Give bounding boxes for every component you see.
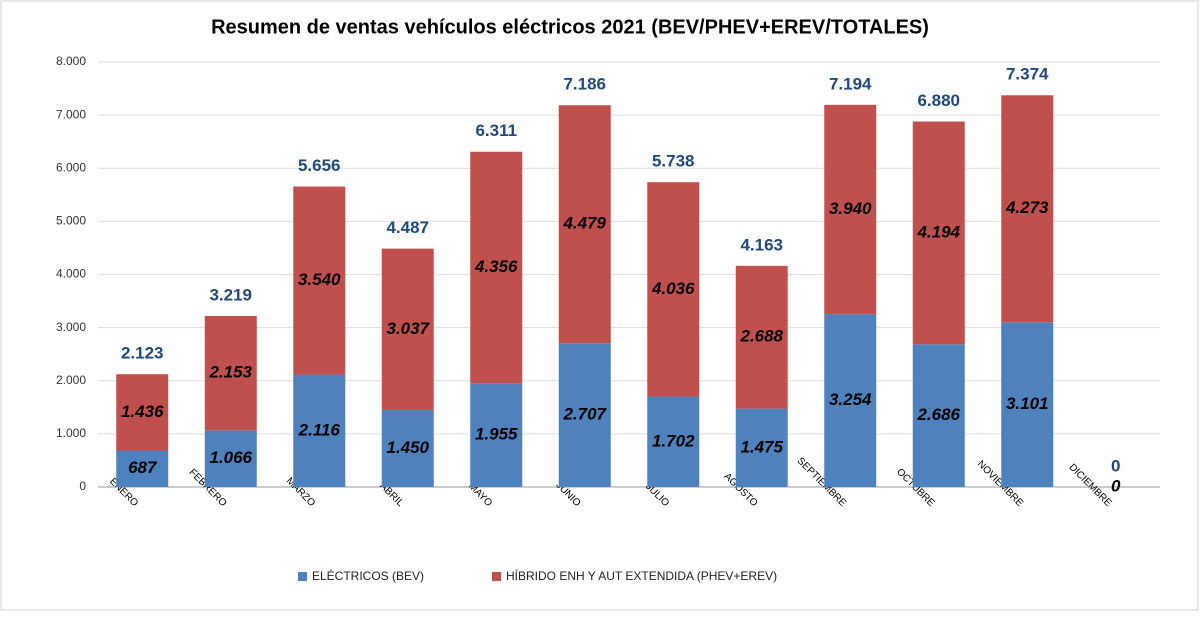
data-label: 4.356 xyxy=(474,257,518,276)
data-label: 1.436 xyxy=(121,402,164,421)
y-tick-label: 8.000 xyxy=(56,54,86,68)
legend-label: ELÉCTRICOS (BEV) xyxy=(312,568,424,583)
bar-segment xyxy=(735,265,788,409)
total-label: 7.374 xyxy=(1006,65,1049,84)
total-label: 4.163 xyxy=(740,235,783,254)
data-label: 4.273 xyxy=(1005,198,1049,217)
total-label: 5.656 xyxy=(298,156,341,175)
y-tick-label: 0 xyxy=(79,479,86,493)
bar-segment xyxy=(204,315,257,431)
bar-segment xyxy=(204,430,257,487)
total-label: 0 xyxy=(1111,456,1120,475)
bar-segment xyxy=(558,343,611,487)
data-label: 0 xyxy=(1111,476,1121,495)
bar-segment xyxy=(470,151,523,384)
bar-segment xyxy=(1001,95,1054,323)
data-label: 1.066 xyxy=(209,448,252,467)
total-label: 3.219 xyxy=(209,285,252,304)
total-label: 4.487 xyxy=(386,218,429,237)
data-label: 2.688 xyxy=(739,327,783,346)
total-label: 2.123 xyxy=(121,344,164,363)
bar-segment xyxy=(293,374,346,487)
y-tick-label: 5.000 xyxy=(56,214,86,228)
data-label: 2.116 xyxy=(298,420,341,439)
y-tick-label: 6.000 xyxy=(56,160,86,174)
data-label: 4.036 xyxy=(651,279,695,298)
data-label: 4.194 xyxy=(916,222,960,241)
bar-segment xyxy=(116,450,169,487)
data-label: 2.686 xyxy=(916,405,960,424)
data-label: 687 xyxy=(128,458,158,477)
data-label: 3.940 xyxy=(829,199,872,218)
data-label: 1.955 xyxy=(475,425,518,444)
data-label: 3.037 xyxy=(386,319,430,338)
data-label: 3.254 xyxy=(829,390,872,409)
data-label: 1.702 xyxy=(652,431,695,450)
bar-segment xyxy=(381,248,434,410)
data-label: 2.153 xyxy=(208,363,252,382)
bar-segment xyxy=(381,409,434,487)
total-label: 5.738 xyxy=(652,152,695,171)
legend-swatch xyxy=(298,572,307,581)
bar-segment xyxy=(1001,322,1054,487)
y-tick-label: 2.000 xyxy=(56,373,86,387)
bar-segment xyxy=(470,383,523,487)
total-label: 7.194 xyxy=(829,74,872,93)
bar-segment xyxy=(912,121,965,345)
y-tick-label: 4.000 xyxy=(56,267,86,281)
total-label: 6.880 xyxy=(917,91,960,110)
data-label: 2.707 xyxy=(562,405,607,424)
legend-label: HÍBRIDO ENH Y AUT EXTENDIDA (PHEV+EREV) xyxy=(506,568,777,583)
data-label: 3.540 xyxy=(298,270,341,289)
bar-segment xyxy=(824,104,877,315)
bar-segment xyxy=(647,182,700,397)
data-label: 3.101 xyxy=(1006,394,1049,413)
bar-segment xyxy=(558,105,611,344)
legend-swatch xyxy=(492,572,501,581)
y-tick-label: 3.000 xyxy=(56,320,86,334)
chart-title: Resumen de ventas vehículos eléctricos 2… xyxy=(211,16,929,38)
data-label: 4.479 xyxy=(562,214,606,233)
bar-segment xyxy=(647,396,700,487)
data-label: 1.450 xyxy=(386,438,429,457)
y-tick-label: 7.000 xyxy=(56,107,86,121)
bar-segment xyxy=(293,186,346,375)
bar-segment xyxy=(824,314,877,487)
bar-segment xyxy=(735,408,788,487)
data-label: 1.475 xyxy=(740,437,783,456)
total-label: 6.311 xyxy=(475,121,517,140)
bar-segment xyxy=(116,374,169,451)
total-label: 7.186 xyxy=(563,75,606,94)
y-tick-label: 1.000 xyxy=(56,426,86,440)
bar-segment xyxy=(912,344,965,487)
